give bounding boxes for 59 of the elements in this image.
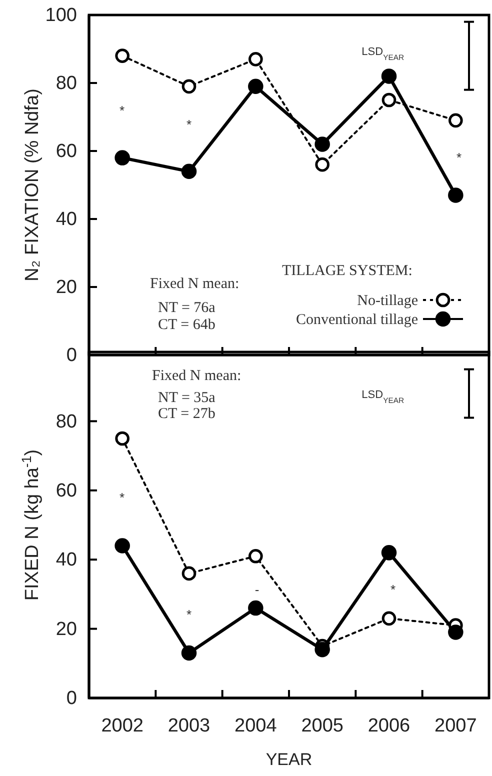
y-tick-label: 0	[66, 688, 77, 710]
annotation: *	[119, 490, 125, 505]
point	[115, 431, 130, 446]
point	[381, 545, 397, 560]
point	[114, 150, 130, 166]
x-tick-label: 2007	[434, 715, 477, 736]
point	[248, 52, 263, 66]
annotation: Fixed N mean:	[152, 368, 242, 384]
y-tick-label: 100	[45, 5, 77, 26]
annotation: CT = 27b	[158, 406, 216, 422]
y-tick-label: 40	[56, 550, 77, 571]
y-tick-label: 0	[66, 345, 77, 366]
point	[382, 611, 396, 626]
point	[381, 68, 397, 84]
y-tick-label: 80	[56, 73, 77, 94]
point	[181, 164, 197, 180]
y-tick-label: 60	[56, 141, 77, 162]
x-tick-label: 2003	[168, 715, 210, 736]
legend-title: TILLAGE SYSTEM:	[282, 263, 412, 279]
annotation: *	[456, 150, 462, 165]
point	[182, 79, 196, 94]
annotation: LSD$_{YEAR}$	[362, 46, 404, 62]
annotation: *	[119, 103, 125, 118]
y-tick-label: 60	[56, 480, 77, 502]
legend-label: No-tillage	[357, 293, 418, 309]
point	[115, 48, 130, 63]
point	[448, 188, 464, 203]
y-tick-label: 20	[56, 277, 77, 298]
x-tick-label: 2006	[368, 715, 410, 736]
annotation: *	[186, 607, 192, 622]
annotation: NT = 76a	[158, 300, 216, 316]
annotation: *	[390, 582, 396, 597]
point	[248, 78, 264, 94]
y-axis-title: N₂ FIXATION (% Ndfa)	[22, 88, 43, 282]
x-tick-label: 2004	[234, 715, 278, 736]
point	[448, 113, 463, 128]
annotation: *	[186, 117, 192, 132]
y-tick-label: 20	[56, 618, 77, 640]
point	[181, 645, 197, 661]
x-axis-title: YEAR	[266, 750, 312, 769]
annotation: -	[254, 582, 260, 597]
point	[314, 136, 330, 152]
x-tick-label: 2005	[301, 715, 344, 736]
annotation: CT = 64b	[158, 317, 216, 333]
point	[248, 600, 264, 616]
x-tick-label: 2002	[101, 715, 144, 736]
legend-label: Conventional tillage	[296, 312, 418, 328]
y-tick-label: 40	[56, 209, 77, 230]
y-tick-label: 80	[56, 411, 77, 432]
point	[114, 538, 130, 554]
annotation: Fixed N mean:	[150, 276, 240, 292]
annotation: NT = 35a	[158, 390, 216, 406]
point	[314, 642, 330, 658]
point	[315, 157, 330, 172]
annotation: LSD$_{YEAR}$	[362, 389, 404, 404]
point	[448, 624, 464, 640]
point	[182, 566, 196, 581]
point	[382, 92, 396, 108]
point	[248, 548, 263, 564]
